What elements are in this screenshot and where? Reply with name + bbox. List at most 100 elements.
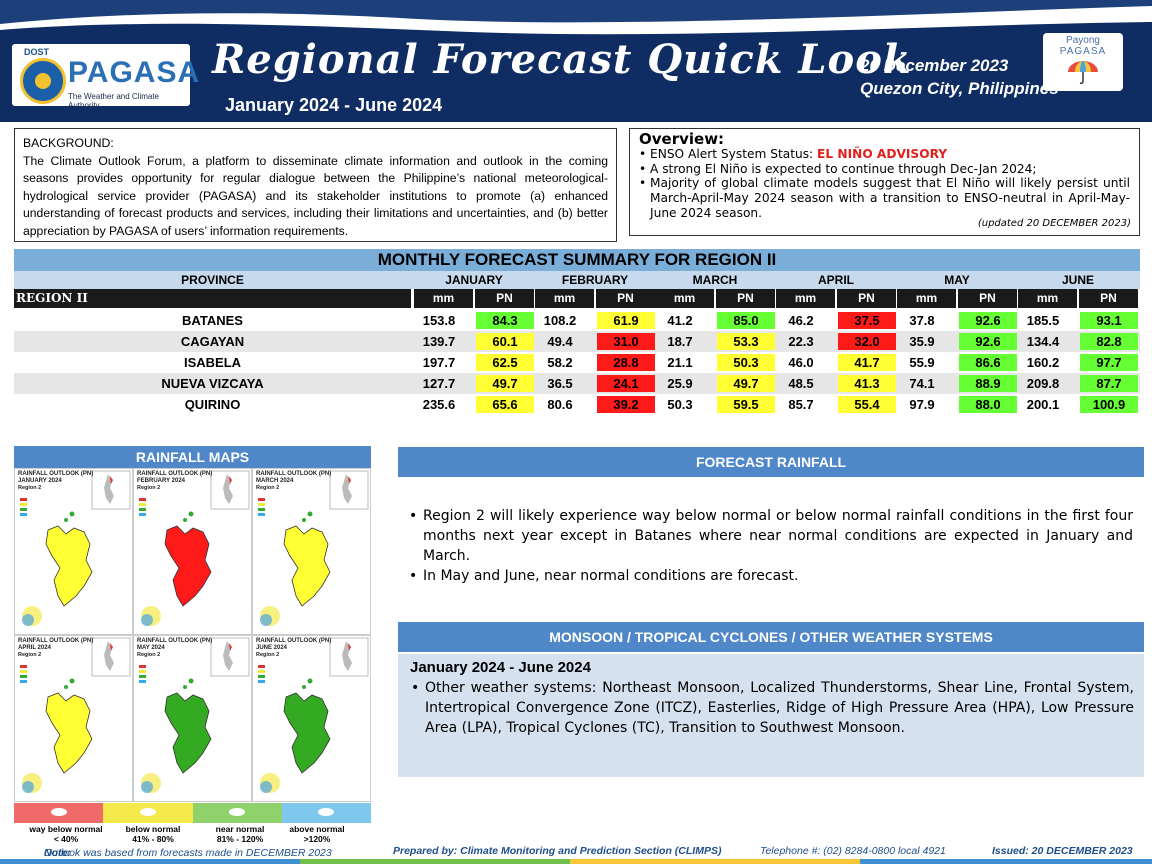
map-region: Region 2	[18, 485, 42, 491]
pn-value: 41.7	[838, 354, 896, 371]
monsoon-list: Other weather systems: Northeast Monsoon…	[410, 678, 1134, 738]
mm-value: 22.3	[788, 334, 814, 349]
table-subheader: REGION II mm PN mm PN mm PN mm PN mm PN mm PN	[14, 289, 1140, 308]
mm-value: 55.9	[909, 355, 935, 370]
overview-list: ENSO Alert System Status: EL NIÑO ADVISO…	[639, 147, 1130, 221]
monsoon-title: MONSOON / TROPICAL CYCLONES / OTHER WEAT…	[398, 622, 1144, 652]
province-name: NUEVA VIZCAYA	[161, 376, 264, 391]
forecast-period: January 2024 - June 2024	[225, 95, 443, 115]
overview-updated: (updated 20 DECEMBER 2023)	[977, 218, 1131, 230]
issue-location: Quezon City, Philippines	[860, 79, 1059, 98]
pn-header: PN	[475, 289, 534, 308]
pn-value: 50.3	[717, 354, 775, 371]
mm-value: 139.7	[422, 334, 456, 349]
rainfall-map	[252, 468, 371, 635]
month-header: MAY	[944, 273, 970, 287]
pn-value: 84.3	[476, 312, 534, 329]
pn-header: PN	[837, 289, 896, 308]
forecast-rainfall-item: Region 2 will likely experience way belo…	[408, 506, 1133, 566]
mm-value: 127.7	[422, 376, 456, 391]
background-text: The Climate Outlook Forum, a platform to…	[23, 153, 608, 238]
table-row: CAGAYAN 139.7 60.1 49.4 31.0 18.7 53.3 22.3 32.0…	[14, 331, 1140, 352]
overview-item: Majority of global climate models sugges…	[639, 176, 1130, 220]
forecast-rainfall-list: Region 2 will likely experience way belo…	[408, 506, 1133, 586]
mm-value: 134.4	[1026, 334, 1060, 349]
pn-value: 31.0	[597, 333, 655, 350]
legend-swatch	[281, 803, 371, 823]
rainfall-map	[252, 635, 371, 802]
pn-value: 49.7	[717, 375, 775, 392]
mm-value: 80.6	[547, 397, 573, 412]
region-label: REGION II	[14, 289, 411, 308]
map-heading: RAINFALL OUTLOOK (PN)	[137, 471, 213, 477]
pn-value: 88.9	[959, 375, 1017, 392]
mm-value: 153.8	[422, 313, 456, 328]
map-heading: RAINFALL OUTLOOK (PN)	[256, 638, 332, 644]
cloud-icon	[139, 808, 156, 816]
map-month: JUNE 2024	[256, 645, 288, 651]
legend-range: 81% - 120%	[216, 834, 264, 844]
legend-label: below normal 41% - 80%	[103, 824, 203, 844]
mm-value: 50.3	[667, 397, 693, 412]
province-name: QUIRINO	[184, 397, 241, 412]
logo-dost-text: DOST	[24, 47, 50, 57]
month-header: FEBRUARY	[561, 273, 629, 287]
legend-category: above normal	[289, 824, 345, 834]
footer-issued: Issued: 20 DECEMBER 2023	[992, 845, 1133, 857]
map-heading: RAINFALL OUTLOOK (PN)	[137, 638, 213, 644]
mm-value: 48.5	[788, 376, 814, 391]
map-heading: RAINFALL OUTLOOK (PN)	[18, 638, 94, 644]
pn-value: 100.9	[1080, 396, 1138, 413]
cloud-icon	[229, 808, 246, 816]
payong-pagasa-logo: Payong PAGASA	[1043, 33, 1123, 91]
mm-value: 18.7	[667, 334, 693, 349]
mm-header: mm	[897, 289, 956, 308]
table-row: BATANES 153.8 84.3 108.2 61.9 41.2 85.0 46.2 37.…	[14, 310, 1140, 331]
forecast-rainfall-title: FORECAST RAINFALL	[398, 447, 1144, 477]
map-heading: RAINFALL OUTLOOK (PN)	[18, 471, 94, 477]
rainfall-legend	[14, 803, 371, 823]
pn-header: PN	[958, 289, 1017, 308]
logo-tagline: The Weather and Climate Authority	[68, 92, 160, 110]
pn-header: PN	[596, 289, 655, 308]
rainfall-map	[14, 468, 133, 635]
overview-section: Overview: ENSO Alert System Status: EL N…	[629, 128, 1140, 236]
mm-value: 35.9	[909, 334, 935, 349]
pn-value: 82.8	[1080, 333, 1138, 350]
mm-header: mm	[776, 289, 835, 308]
footer: Note: Outlook was based from forecasts m…	[0, 843, 1152, 864]
issue-date-location: 20 December 2023 Quezon City, Philippine…	[860, 54, 1059, 100]
background-title: BACKGROUND:	[23, 136, 114, 150]
page-title: Regional Forecast Quick Look	[212, 36, 912, 83]
rainfall-map	[133, 468, 252, 635]
mm-value: 46.0	[788, 355, 814, 370]
monsoon-item: Other weather systems: Northeast Monsoon…	[410, 678, 1134, 738]
mm-value: 108.2	[543, 313, 577, 328]
pn-value: 97.7	[1080, 354, 1138, 371]
pn-value: 32.0	[838, 333, 896, 350]
rainfall-maps-title: RAINFALL MAPS	[14, 446, 371, 468]
issue-date: 20 December 2023	[860, 56, 1009, 75]
map-month: FEBRUARY 2024	[137, 478, 186, 484]
rainfall-map-panel: RAINFALL OUTLOOK (PN) FEBRUARY 2024 Region…	[133, 468, 252, 635]
header-banner: DOST PAGASA The Weather and Climate Auth…	[0, 0, 1152, 122]
pn-value: 49.7	[476, 375, 534, 392]
map-month: APRIL 2024	[18, 645, 51, 651]
table-month-header: PROVINCE JANUARY FEBRUARY MARCH APRIL MAY JUN…	[14, 271, 1140, 289]
payong-line2: PAGASA	[1059, 46, 1107, 57]
rainfall-map-panel: RAINFALL OUTLOOK (PN) MARCH 2024 Region 2	[252, 468, 371, 635]
pn-value: 92.6	[959, 333, 1017, 350]
pn-value: 65.6	[476, 396, 534, 413]
pn-value: 88.0	[959, 396, 1017, 413]
pn-header: PN	[1079, 289, 1138, 308]
map-region: Region 2	[18, 652, 42, 658]
legend-category: near normal	[215, 824, 265, 834]
table-title: MONTHLY FORECAST SUMMARY FOR REGION II	[14, 249, 1140, 271]
pn-value: 93.1	[1080, 312, 1138, 329]
rainfall-map-panel: RAINFALL OUTLOOK (PN) APRIL 2024 Region 2	[14, 635, 133, 802]
overview-item: A strong El Niño is expected to continue…	[639, 162, 1130, 177]
mm-value: 37.8	[909, 313, 935, 328]
legend-swatch	[192, 803, 282, 823]
table-row: NUEVA VIZCAYA 127.7 49.7 36.5 24.1 25.9 49.7 48…	[14, 373, 1140, 394]
pn-value: 55.4	[838, 396, 896, 413]
